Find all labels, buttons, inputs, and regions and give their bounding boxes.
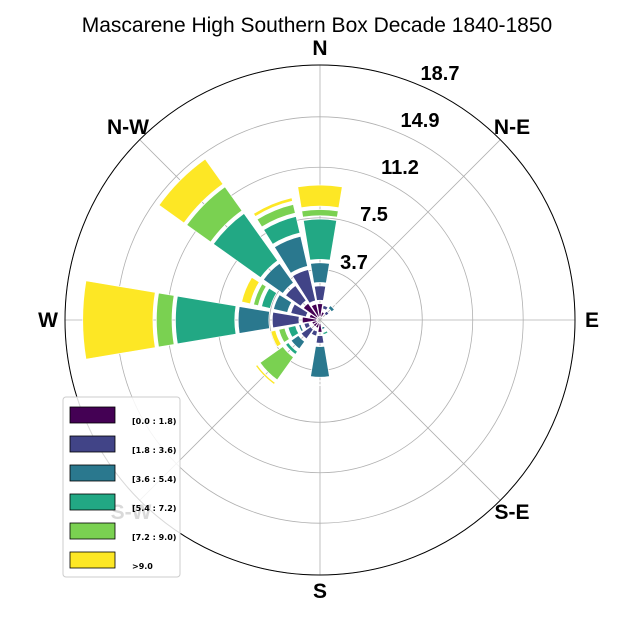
bar-sector-14-bin-0 [302,302,319,319]
legend-swatch-5 [69,551,116,569]
legend: [0.0 : 1.8) [1.8 : 3.6) [3.6 : 5.4) [5.4 : … [62,396,181,578]
bar-sector-7-bin-5 [324,336,332,341]
bar-sector-11-bin-5 [270,329,282,348]
bar-sector-12-bin-3 [175,295,237,345]
bar-sector-2-bin-2 [327,305,335,313]
legend-label-2: [3.6 : 5.4) [132,475,176,484]
bar-sector-7-bin-3 [322,330,329,336]
bar-sector-11-bin-4 [278,327,290,343]
bar-sector-14-bin-4 [186,186,243,243]
chart-title: Mascarene High Southern Box Decade 1840-… [82,14,552,37]
bar-sector-8-bin-2 [310,345,330,378]
grid-spoke-n-e [319,139,501,321]
legend-swatch-3 [69,493,116,511]
bar-sector-0-bin-0 [316,303,324,318]
bar-sector-15-bin-2 [273,235,308,274]
bar-sector-2-bin-1 [323,310,330,317]
bar-sector-13-bin-3 [261,287,278,309]
radial-tick-label-4: 14.9 [401,110,440,132]
axis-labels: NN-EES-ESS-WWN-W3.77.511.214.918.7 [38,37,599,603]
bar-sector-12-bin-5 [82,280,156,360]
bar-sector-13-bin-5 [241,276,260,305]
bar-sector-15-bin-4 [256,203,296,228]
bar-sector-12-bin-1 [271,311,300,329]
bar-sector-13-bin-4 [253,283,267,307]
bar-sector-10-bin-2 [290,334,306,350]
bar-sector-2-bin-0 [321,316,324,319]
bar-sector-8-bin-3 [309,379,331,382]
legend-swatch-0 [69,406,116,424]
bar-sector-14-bin-1 [285,285,307,307]
bar-sector-15-bin-0 [310,303,320,318]
bar-sector-1-bin-2 [323,300,331,305]
bar-sector-0-bin-1 [313,285,327,301]
bar-sector-15-bin-3 [263,215,301,245]
bar-sector-10-bin-4 [259,346,294,381]
radial-tick-label-1: 3.7 [340,252,368,274]
bar-sector-11-bin-1 [303,322,311,330]
bar-sector-0-bin-4 [301,209,339,218]
direction-label-e: E [585,309,599,332]
radial-tick-label-3: 11.2 [381,157,419,179]
bar-sector-8-bin-1 [315,335,325,344]
bar-sector-11-bin-0 [311,320,318,325]
direction-label-s: S [313,580,327,603]
bar-sector-9-bin-2 [308,336,316,341]
legend-label-1: [1.8 : 3.6) [132,446,176,455]
bar-sector-12-bin-2 [237,306,270,334]
direction-label-n-w: N-W [107,116,149,139]
bar-sector-14-bin-5 [158,158,224,224]
legend-label-3: [5.4 : 7.2) [132,504,176,513]
radial-tick-label-5: 18.7 [421,63,460,85]
bar-sector-12-bin-4 [156,292,175,348]
legend-swatch-1 [69,435,116,453]
bar-sector-0-bin-5 [297,184,343,209]
bar-sector-10-bin-5 [255,364,276,385]
bar-sector-0-bin-2 [310,262,330,284]
bar-sector-9-bin-1 [310,329,318,337]
bar-sector-15-bin-5 [253,197,293,217]
legend-label-5: >9.0 [132,562,153,571]
bar-sector-13-bin-2 [273,294,293,313]
bar-sector-13-bin-1 [290,303,309,318]
bar-sector-11-bin-3 [287,325,300,338]
legend-label-0: [0.0 : 1.8) [132,417,176,426]
bar-sector-15-bin-1 [292,269,316,304]
legend-swatch-4 [69,522,116,540]
radial-tick-label-2: 7.5 [360,204,388,226]
bar-sector-1-bin-0 [320,311,325,318]
bar-sector-14-bin-2 [262,262,294,294]
bar-sector-10-bin-1 [300,326,314,340]
bar-sector-14-bin-3 [212,212,279,279]
bar-sector-8-bin-4 [308,383,332,386]
grid-spoke-s-e [319,319,501,501]
bar-sector-10-bin-3 [285,342,298,355]
bar-sector-0-bin-3 [302,218,338,261]
direction-label-n: N [312,37,327,60]
bar-sector-11-bin-2 [298,324,304,333]
legend-label-4: [7.2 : 9.0) [132,533,176,542]
bar-sector-2-bin-3 [331,301,339,309]
bar-sector-8-bin-0 [317,322,323,333]
direction-label-n-e: N-E [494,116,530,139]
bar-sector-10-bin-0 [312,321,319,328]
bar-sector-1-bin-1 [322,304,329,311]
bar-sector-7-bin-2 [321,325,326,330]
legend-swatch-2 [69,464,116,482]
direction-label-s-e: S-E [494,501,529,524]
rose-bars [82,158,343,386]
bar-sector-9-bin-0 [315,322,320,329]
bar-sector-12-bin-0 [301,316,318,324]
bar-sector-13-bin-0 [308,313,318,320]
outer-frame [64,64,576,576]
direction-label-w: W [38,309,58,332]
